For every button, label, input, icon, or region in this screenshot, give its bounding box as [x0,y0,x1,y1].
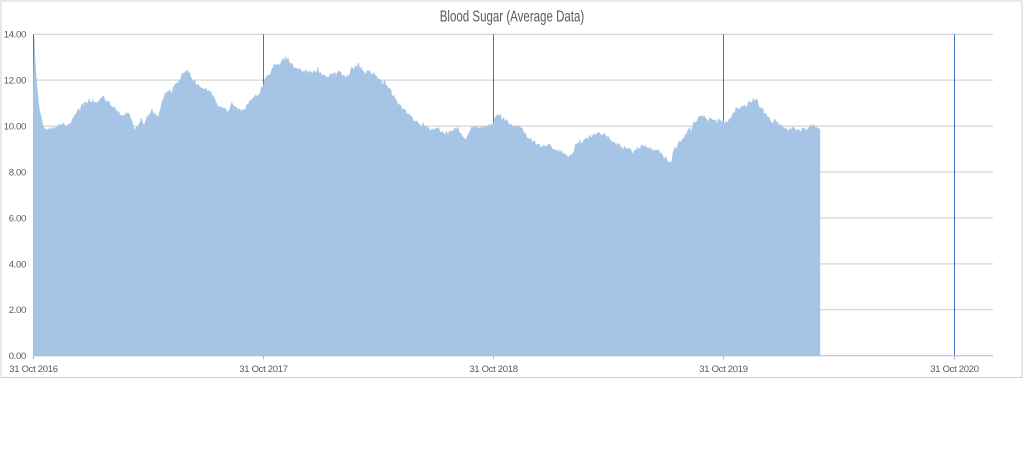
svg-text:0.00: 0.00 [9,351,26,362]
svg-text:31 Oct 2019: 31 Oct 2019 [699,364,747,375]
svg-text:31 Oct 2016: 31 Oct 2016 [9,364,57,375]
svg-text:14.00: 14.00 [4,30,26,41]
svg-text:8.00: 8.00 [9,167,26,178]
svg-text:10.00: 10.00 [4,122,26,133]
svg-text:Blood Sugar (Average Data): Blood Sugar (Average Data) [440,7,584,25]
svg-text:2.00: 2.00 [9,305,26,316]
svg-text:31 Oct 2018: 31 Oct 2018 [469,364,517,375]
svg-text:31 Oct 2020: 31 Oct 2020 [930,364,978,375]
svg-text:12.00: 12.00 [4,76,26,87]
svg-text:4.00: 4.00 [9,259,26,270]
svg-text:6.00: 6.00 [9,213,26,224]
svg-text:31 Oct 2017: 31 Oct 2017 [239,364,287,375]
